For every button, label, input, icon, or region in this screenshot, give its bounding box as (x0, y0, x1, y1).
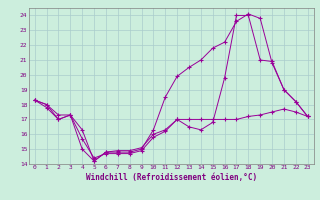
X-axis label: Windchill (Refroidissement éolien,°C): Windchill (Refroidissement éolien,°C) (86, 173, 257, 182)
